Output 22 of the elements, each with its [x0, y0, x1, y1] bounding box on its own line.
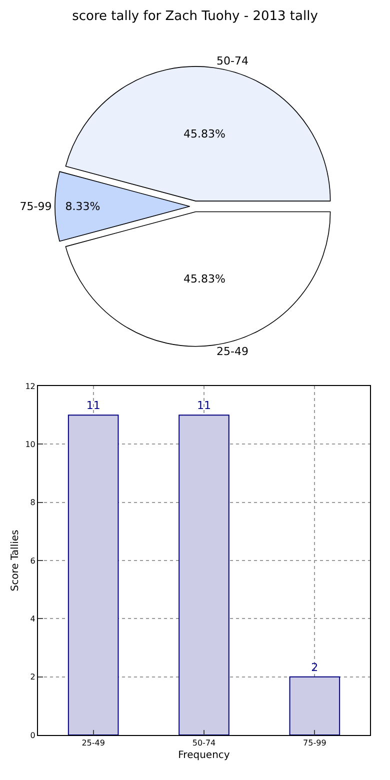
x-tick-label: 25-49: [82, 738, 105, 748]
y-tick-label: 2: [30, 672, 36, 682]
y-tick-label: 8: [30, 498, 36, 508]
y-axis-title: Score Tallies: [10, 530, 22, 592]
x-axis-title: Frequency: [178, 750, 230, 762]
slice-label: 50-74: [216, 54, 248, 68]
y-tick-label: 4: [30, 614, 36, 624]
data-label: 8.33%: [65, 200, 100, 213]
chart-title: score tally for Zach Tuohy - 2013 tally: [72, 9, 318, 24]
x-tick-label: 75-99: [303, 738, 326, 748]
data-label: 11: [86, 399, 100, 412]
y-tick-label: 12: [25, 382, 36, 391]
data-label: 11: [197, 399, 211, 412]
data-label: 45.83%: [184, 272, 226, 286]
y-tick-label: 6: [30, 556, 36, 566]
slice-label: 25-49: [216, 345, 248, 358]
y-tick-label: 0: [30, 730, 36, 740]
y-tick-label: 10: [25, 440, 36, 449]
data-label: 45.83%: [184, 128, 226, 141]
slice-label: 75-99: [20, 200, 52, 213]
x-tick-label: 50-74: [192, 738, 216, 748]
data-label: 2: [311, 660, 318, 674]
